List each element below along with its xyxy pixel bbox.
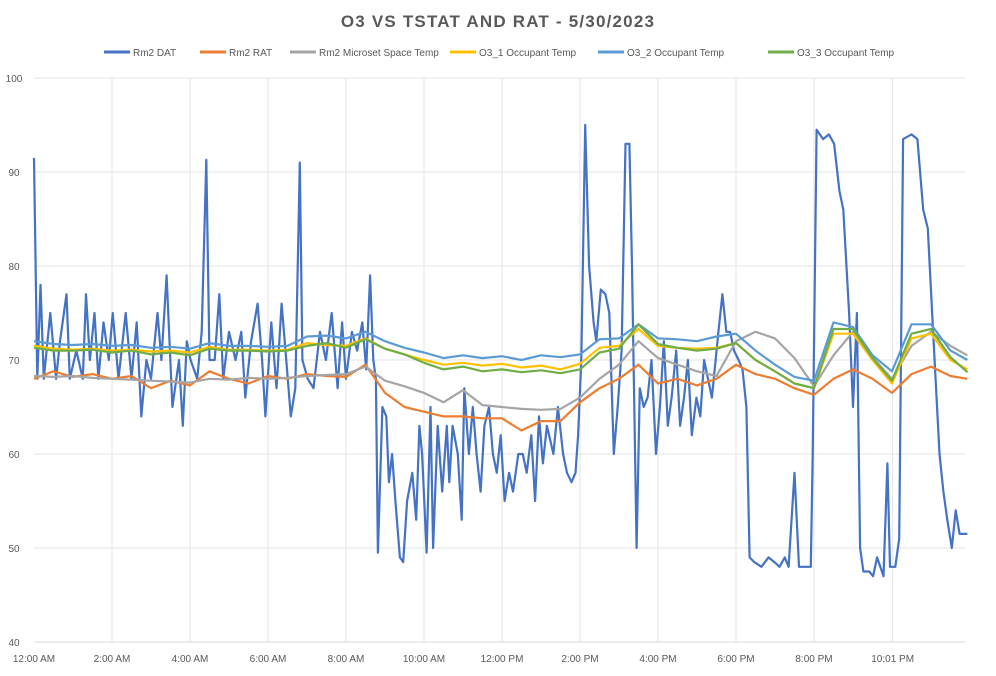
x-tick-label: 2:00 PM [561, 654, 598, 665]
series-line-rm2-dat [32, 123, 968, 578]
y-tick-label: 50 [8, 544, 20, 555]
chart-title: O3 VS TSTAT AND RAT - 5/30/2023 [341, 12, 655, 31]
gridlines [34, 77, 965, 643]
legend-item-o3-3-occupant-temp: O3_3 Occupant Temp [768, 48, 895, 59]
x-tick-label: 6:00 AM [250, 654, 287, 665]
y-tick-label: 90 [8, 168, 20, 179]
x-tick-label: 12:00 AM [13, 654, 55, 665]
legend-item-rm2-rat: Rm2 RAT [200, 48, 272, 59]
x-tick-label: 12:00 PM [481, 654, 524, 665]
y-tick-label: 60 [8, 450, 20, 461]
x-tick-label: 8:00 AM [328, 654, 365, 665]
x-tick-label: 2:00 AM [94, 654, 131, 665]
x-tick-label: 4:00 PM [639, 654, 676, 665]
legend-item-rm2-dat: Rm2 DAT [104, 48, 176, 59]
legend-label: Rm2 DAT [133, 48, 176, 59]
plot-area [32, 123, 969, 578]
x-tick-label: 4:00 AM [172, 654, 209, 665]
series-line-o3-2-occupant-temp [33, 321, 968, 382]
legend-label: O3_2 Occupant Temp [627, 48, 725, 59]
legend-item-o3-2-occupant-temp: O3_2 Occupant Temp [598, 48, 725, 59]
legend-label: Rm2 Microset Space Temp [319, 48, 439, 59]
legend-label: O3_1 Occupant Temp [479, 48, 577, 59]
legend-item-rm2-microset-space-temp: Rm2 Microset Space Temp [290, 48, 439, 59]
y-axis: 40 50 60 70 80 90 100 [6, 74, 23, 649]
x-tick-label: 8:00 PM [795, 654, 832, 665]
y-tick-label: 100 [6, 74, 23, 85]
legend: Rm2 DAT Rm2 RAT Rm2 Microset Space Temp O3_… [104, 48, 895, 59]
y-tick-label: 80 [8, 262, 20, 273]
x-axis: 12:00 AM 2:00 AM 4:00 AM 6:00 AM 8:00 AM 10:0… [13, 641, 965, 665]
x-tick-label: 10:01 PM [871, 654, 914, 665]
legend-label: O3_3 Occupant Temp [797, 48, 895, 59]
y-tick-label: 40 [8, 638, 20, 649]
x-tick-label: 10:00 AM [403, 654, 445, 665]
x-tick-label: 6:00 PM [717, 654, 754, 665]
y-tick-label: 70 [8, 356, 20, 367]
series-line-rm2-rat [33, 363, 968, 432]
legend-item-o3-1-occupant-temp: O3_1 Occupant Temp [450, 48, 577, 59]
series-line-o3-3-occupant-temp [33, 323, 969, 390]
legend-label: Rm2 RAT [229, 48, 272, 59]
